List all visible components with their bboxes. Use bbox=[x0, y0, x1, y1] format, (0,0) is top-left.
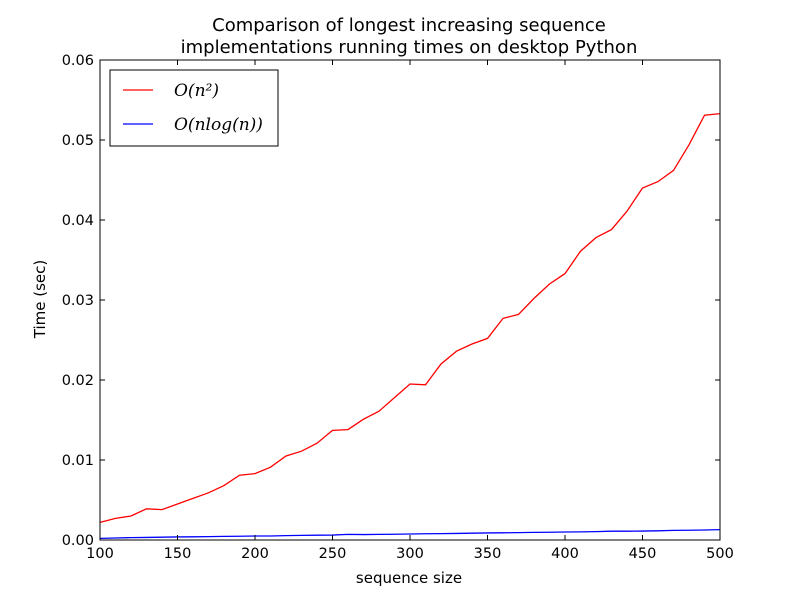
legend-box bbox=[109, 69, 279, 147]
y-tick-label: 0.06 bbox=[62, 53, 94, 69]
y-tick-label: 0.01 bbox=[62, 453, 94, 469]
legend-label-series-1: O(n²) bbox=[174, 81, 219, 101]
y-tick-label: 0.05 bbox=[62, 133, 94, 149]
x-tick-label: 300 bbox=[396, 546, 424, 562]
x-axis-label: sequence size bbox=[356, 569, 462, 587]
legend: O(n²) O(nlog(n)) bbox=[109, 69, 279, 147]
y-axis-label: Time (sec) bbox=[31, 260, 49, 339]
x-tick-label: 400 bbox=[551, 546, 579, 562]
x-tick-label: 350 bbox=[474, 546, 502, 562]
x-tick-label: 200 bbox=[241, 546, 269, 562]
series-line-1 bbox=[99, 112, 721, 524]
y-tick-label: 0.02 bbox=[62, 373, 94, 389]
y-tick-label: 0.03 bbox=[62, 293, 94, 309]
x-tick-label: 150 bbox=[164, 546, 192, 562]
x-tick-label: 250 bbox=[319, 546, 347, 562]
y-tick-label: 0.04 bbox=[62, 213, 94, 229]
y-tick-label: 0.00 bbox=[62, 533, 94, 549]
plot-area: 100 150 200 250 300 350 400 450 500 0.00 0.01 0.02 0… bbox=[62, 53, 734, 562]
chart-title-line-1: Comparison of longest increasing sequenc… bbox=[212, 15, 606, 36]
chart-title-line-2: implementations running times on desktop… bbox=[181, 37, 638, 58]
x-tick-label: 100 bbox=[86, 546, 114, 562]
x-tick-label: 450 bbox=[629, 546, 657, 562]
legend-label-series-2: O(nlog(n)) bbox=[174, 115, 263, 135]
x-tick-label: 500 bbox=[706, 546, 734, 562]
series-line-2 bbox=[99, 528, 721, 540]
